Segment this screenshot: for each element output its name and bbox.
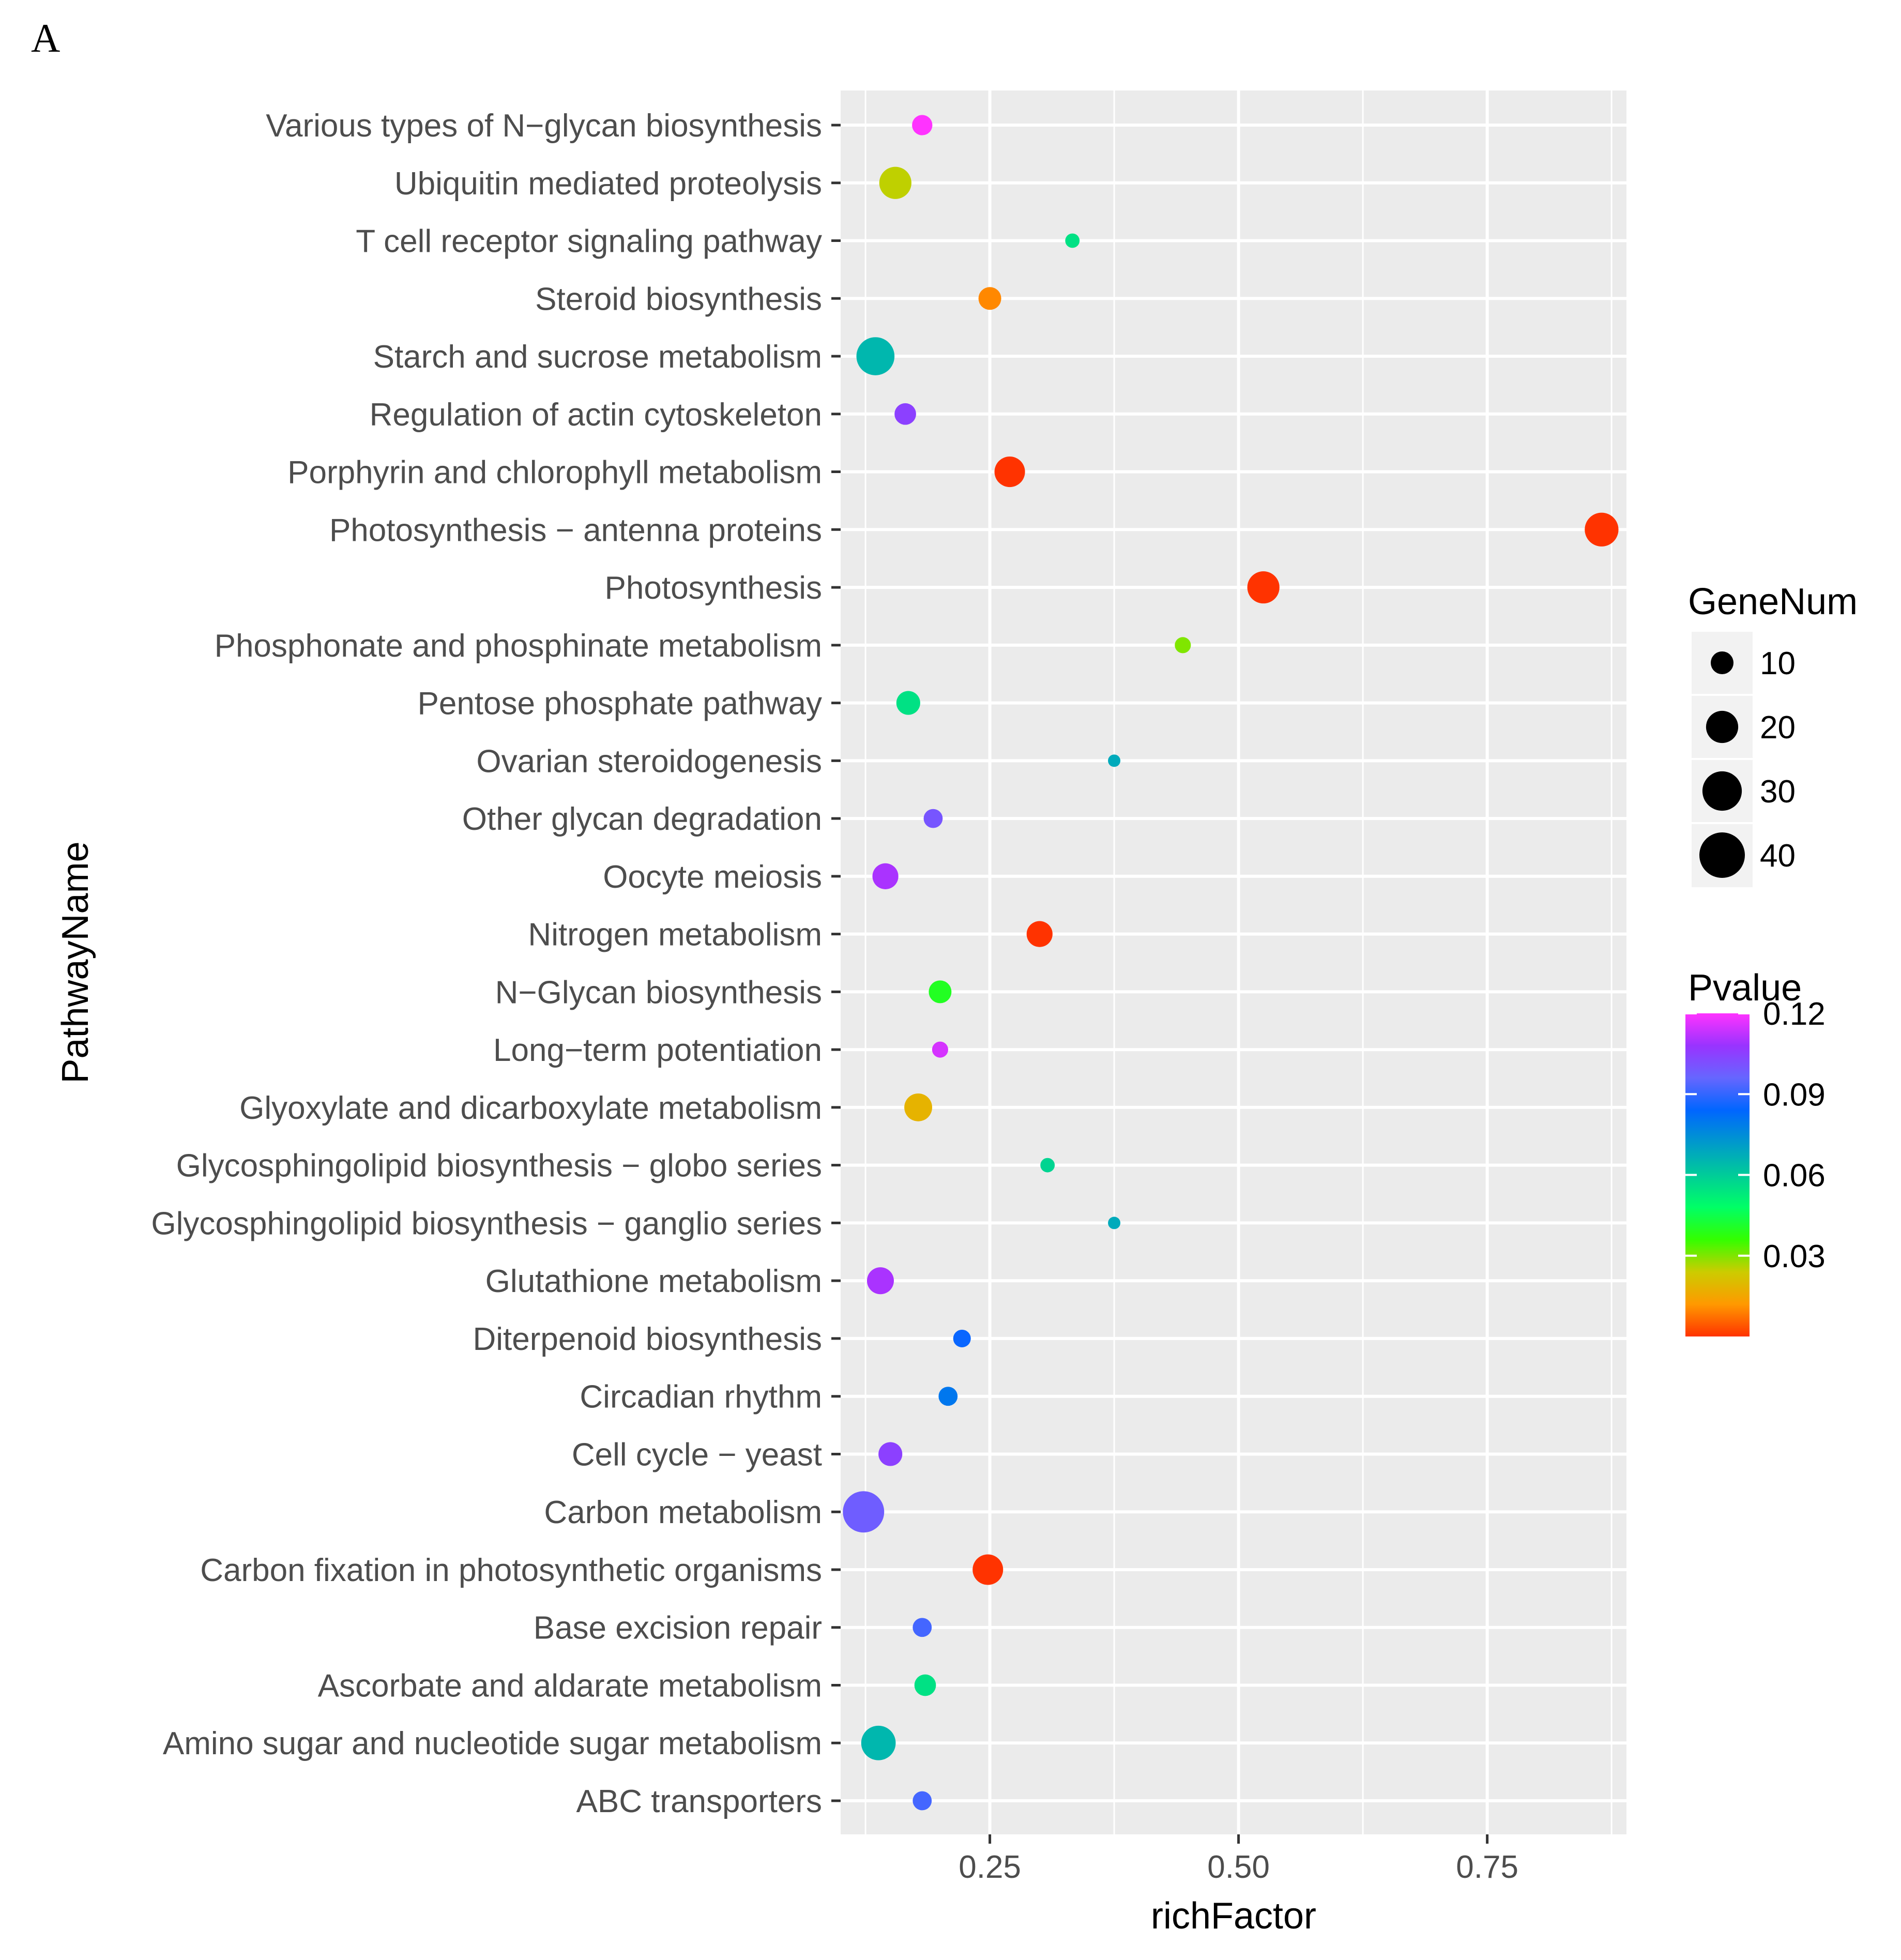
gridlines	[841, 90, 1626, 1834]
y-tick-label: Porphyrin and chlorophyll metabolism	[287, 455, 822, 491]
y-tick-label: Diterpenoid biosynthesis	[473, 1321, 823, 1357]
data-point	[866, 1267, 894, 1295]
y-tick-label: Nitrogen metabolism	[528, 917, 822, 953]
y-axis: Various types of N−glycan biosynthesis Ub…	[151, 108, 841, 1819]
y-tick-label: Ovarian steroidogenesis	[476, 743, 822, 779]
y-tick-label: Other glycan degradation	[462, 801, 822, 837]
y-tick-label: Circadian rhythm	[580, 1379, 822, 1415]
data-point	[913, 1618, 932, 1637]
size-legend-dot	[1706, 710, 1739, 743]
data-point	[894, 403, 916, 425]
data-point	[878, 1442, 903, 1466]
data-point	[1247, 571, 1280, 604]
y-tick-label: Amino sugar and nucleotide sugar metabol…	[163, 1726, 822, 1761]
data-point	[843, 1491, 885, 1533]
data-point	[929, 980, 952, 1004]
data-point	[904, 1093, 933, 1121]
data-point	[978, 287, 1001, 310]
size-legend-dot	[1711, 651, 1733, 674]
y-tick-label: N−Glycan biosynthesis	[495, 975, 822, 1010]
y-tick-label: Glycosphingolipid biosynthesis − ganglio…	[151, 1206, 822, 1241]
colorbar-label: 0.06	[1763, 1158, 1826, 1194]
y-tick-label: Oocyte meiosis	[603, 859, 822, 895]
data-point	[953, 1329, 971, 1347]
y-tick-label: Ascorbate and aldarate metabolism	[318, 1668, 822, 1704]
x-axis: 0.25 0.50 0.75	[959, 1834, 1518, 1885]
x-tick-label: 0.50	[1207, 1849, 1270, 1885]
data-point	[1585, 512, 1619, 546]
data-point	[1026, 921, 1053, 947]
y-tick-label: Glutathione metabolism	[485, 1264, 822, 1299]
data-point	[879, 166, 911, 199]
data-point	[994, 457, 1025, 488]
panel-label: A	[31, 16, 60, 60]
y-tick-label: Steroid biosynthesis	[535, 281, 822, 317]
y-tick-label: Pentose phosphate pathway	[418, 686, 822, 722]
data-point	[1040, 1158, 1055, 1173]
size-legend-title: GeneNum	[1688, 581, 1858, 622]
y-tick-label: Phosphonate and phosphinate metabolism	[215, 628, 822, 664]
y-tick-label: T cell receptor signaling pathway	[356, 224, 822, 260]
y-tick-label: Photosynthesis − antenna proteins	[329, 512, 822, 548]
data-point	[932, 1041, 948, 1058]
y-tick-label: Regulation of actin cytoskeleton	[370, 397, 822, 433]
size-legend-label: 10	[1760, 646, 1796, 681]
colorbar-label: 0.03	[1763, 1239, 1826, 1274]
x-tick-label: 0.75	[1456, 1849, 1518, 1885]
y-tick-label: ABC transporters	[576, 1784, 822, 1819]
size-legend: GeneNum 10 20 30 40	[1688, 581, 1858, 887]
color-legend: Pvalue 0.12 0.09 0.06 0.03	[1685, 967, 1826, 1336]
y-tick-label: Carbon metabolism	[544, 1495, 822, 1530]
size-legend-label: 20	[1760, 710, 1796, 746]
y-tick-label: Photosynthesis	[605, 570, 822, 606]
data-point	[1108, 754, 1121, 767]
data-point	[938, 1387, 958, 1406]
size-legend-dot	[1702, 771, 1742, 811]
data-point	[914, 1674, 936, 1696]
y-tick-label: Ubiquitin mediated proteolysis	[394, 166, 822, 202]
y-axis-label: PathwayName	[55, 841, 96, 1083]
y-tick-label: Starch and sucrose metabolism	[373, 339, 822, 375]
y-tick-label: Base excision repair	[534, 1610, 822, 1646]
plot-panel	[841, 90, 1626, 1834]
data-point	[972, 1554, 1003, 1585]
data-point	[861, 1725, 896, 1760]
data-point	[872, 863, 899, 889]
size-legend-dot	[1699, 832, 1745, 878]
data-point	[913, 1791, 932, 1811]
data-point	[896, 691, 920, 715]
colorbar-label: 0.12	[1763, 996, 1826, 1032]
size-legend-label: 30	[1760, 774, 1796, 810]
data-point	[1175, 637, 1191, 654]
x-axis-label: richFactor	[1151, 1895, 1316, 1937]
y-tick-label: Cell cycle − yeast	[572, 1437, 822, 1472]
data-point	[912, 115, 933, 135]
y-tick-label: Glyoxylate and dicarboxylate metabolism	[239, 1090, 822, 1126]
data-point	[1065, 233, 1080, 248]
colorbar-label: 0.09	[1763, 1077, 1826, 1113]
data-point	[856, 337, 895, 375]
data-point	[1108, 1217, 1121, 1229]
y-tick-label: Carbon fixation in photosynthetic organi…	[200, 1553, 822, 1588]
data-point	[923, 809, 943, 828]
y-tick-label: Glycosphingolipid biosynthesis − globo s…	[176, 1148, 822, 1184]
y-tick-label: Various types of N−glycan biosynthesis	[266, 108, 822, 144]
size-legend-label: 40	[1760, 838, 1796, 874]
y-tick-label: Long−term potentiation	[493, 1032, 822, 1068]
x-tick-label: 0.25	[959, 1849, 1021, 1885]
data-points	[843, 115, 1619, 1811]
color-legend-title: Pvalue	[1688, 967, 1802, 1009]
